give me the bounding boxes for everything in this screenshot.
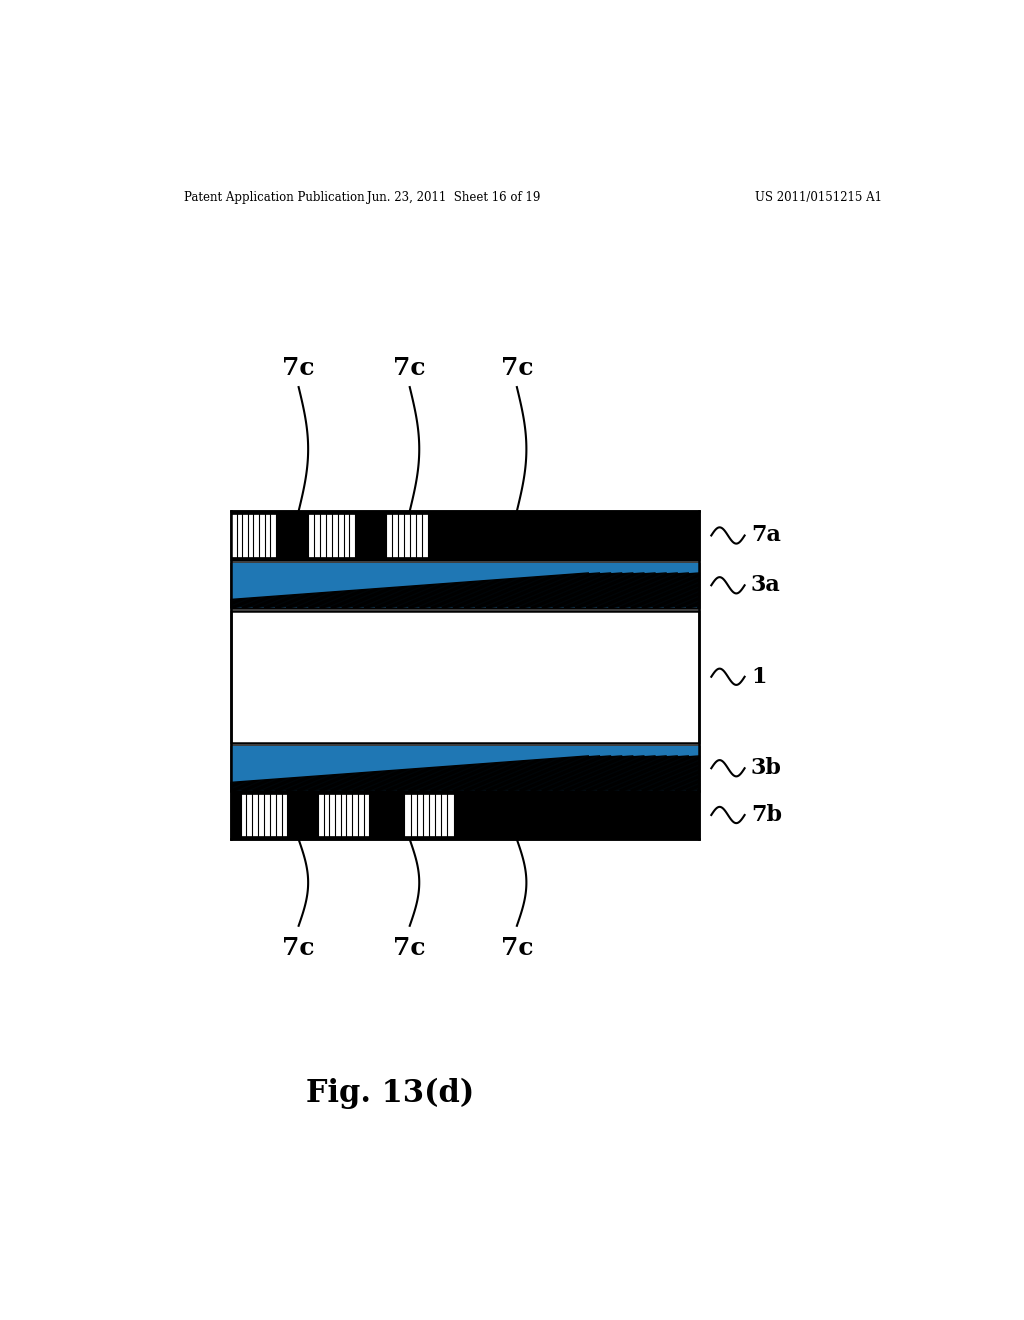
Bar	[231, 562, 699, 607]
Text: 7c: 7c	[501, 356, 534, 380]
Bar	[308, 513, 355, 557]
Bar	[386, 513, 428, 557]
Bar	[231, 746, 699, 791]
Text: Jun. 23, 2011  Sheet 16 of 19: Jun. 23, 2011 Sheet 16 of 19	[367, 190, 540, 203]
Text: US 2011/0151215 A1: US 2011/0151215 A1	[755, 190, 882, 203]
Bar	[231, 746, 699, 791]
Text: 1: 1	[751, 665, 767, 688]
Bar	[241, 793, 288, 837]
Text: 7c: 7c	[283, 936, 314, 960]
Text: Patent Application Publication: Patent Application Publication	[183, 190, 365, 203]
Text: Fig. 13(d): Fig. 13(d)	[306, 1078, 474, 1109]
Text: 3a: 3a	[751, 574, 780, 597]
Text: 7c: 7c	[283, 356, 314, 380]
Bar	[231, 511, 699, 560]
Text: 7a: 7a	[751, 524, 781, 546]
Bar	[231, 562, 699, 607]
Bar	[231, 513, 275, 557]
Text: 7c: 7c	[501, 936, 534, 960]
Text: 7b: 7b	[751, 804, 782, 826]
Text: 7c: 7c	[393, 936, 426, 960]
Bar	[317, 793, 370, 837]
Bar	[231, 611, 699, 743]
Bar	[404, 793, 454, 837]
Bar	[231, 791, 699, 840]
Text: 7c: 7c	[393, 356, 426, 380]
Text: 3b: 3b	[751, 758, 782, 779]
